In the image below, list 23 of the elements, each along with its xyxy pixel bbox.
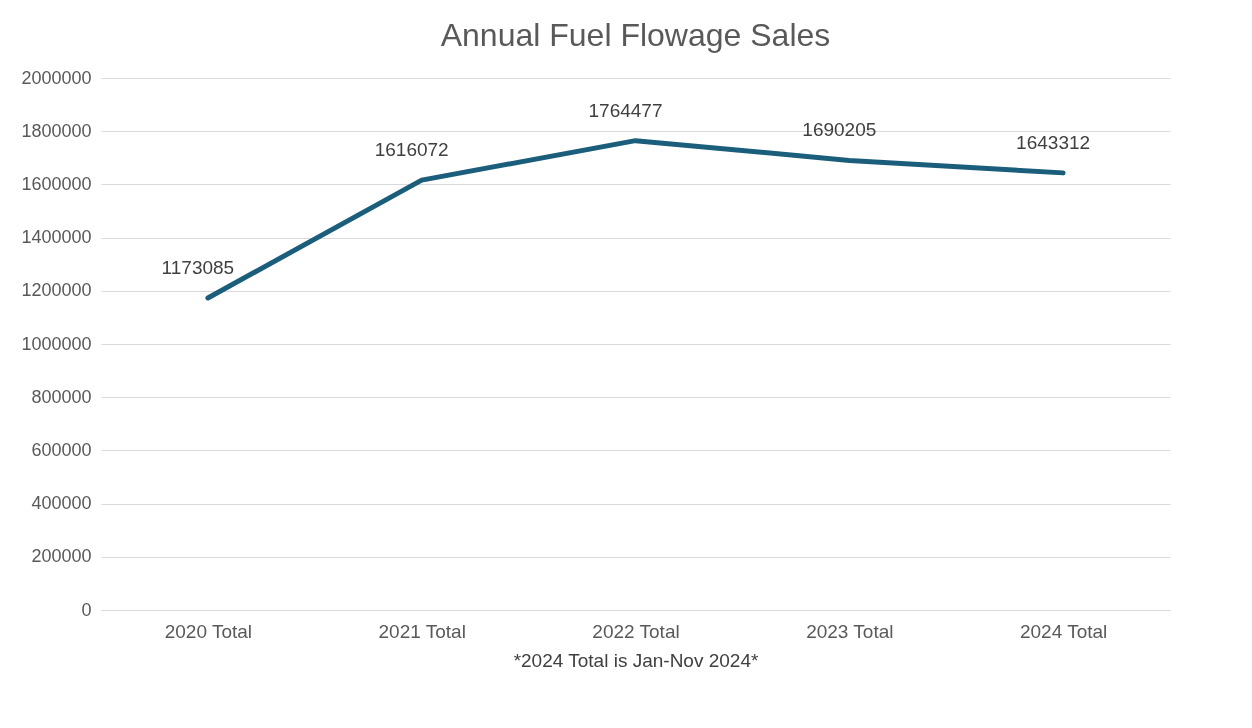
data-label: 1690205	[802, 119, 877, 141]
x-tick-label: 2023 Total	[806, 620, 894, 642]
x-tick-label: 2020 Total	[164, 620, 253, 642]
x-tick-label: 2021 Total	[378, 620, 466, 642]
chart-title: Annual Fuel Flowage Sales	[440, 17, 831, 53]
y-tick-label: 1200000	[21, 280, 92, 301]
y-tick-label: 800000	[31, 386, 92, 407]
x-tick-label: 2024 Total	[1019, 620, 1108, 642]
y-tick-label: 2000000	[21, 67, 92, 88]
data-label: 1616072	[374, 139, 449, 161]
x-axis-title: *2024 Total is Jan-Nov 2024*	[513, 649, 759, 671]
y-tick-label: 1400000	[21, 227, 92, 248]
y-tick-label: 600000	[31, 439, 92, 460]
data-label: 1764477	[588, 99, 663, 121]
y-tick-label: 400000	[31, 493, 92, 514]
data-label: 1643312	[1016, 131, 1091, 153]
y-tick-label: 200000	[31, 546, 92, 567]
data-label: 1173085	[161, 256, 235, 278]
y-tick-label: 1800000	[21, 120, 92, 141]
y-tick-label: 0	[81, 599, 92, 620]
y-tick-label: 1600000	[21, 173, 92, 194]
y-tick-label: 1000000	[21, 333, 92, 354]
x-tick-label: 2022 Total	[592, 620, 680, 642]
